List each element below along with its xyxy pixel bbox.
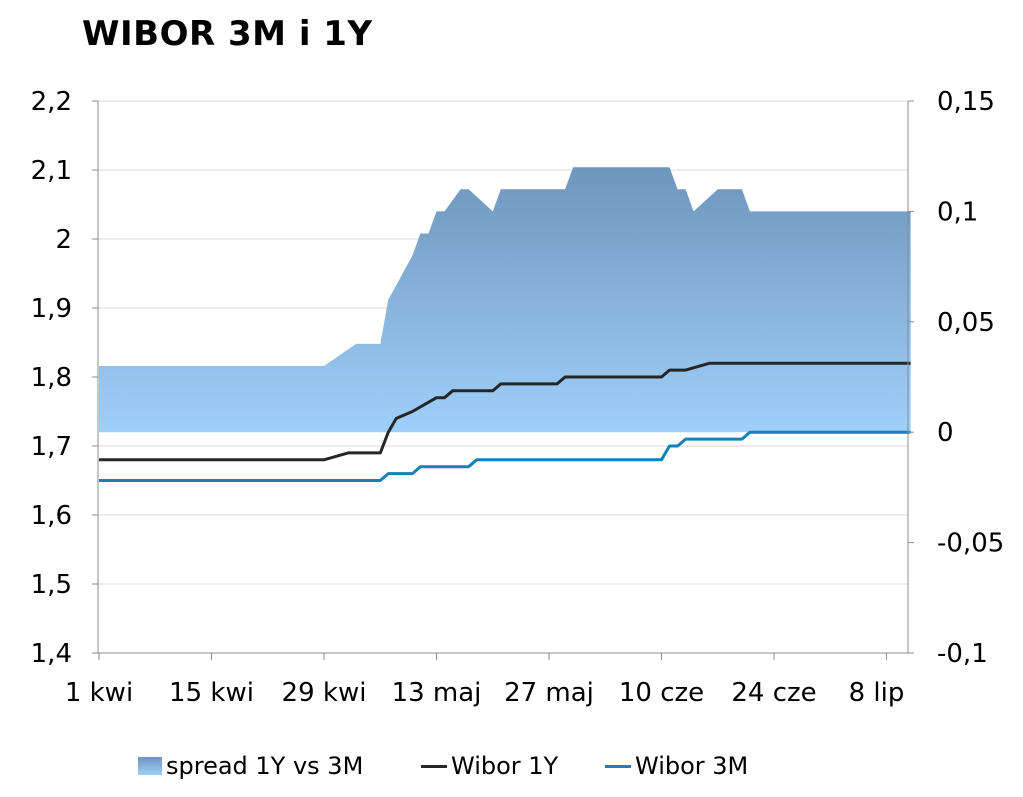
y-left-tick-label: 2,2 — [31, 87, 72, 117]
x-tick-label: 1 kwi — [65, 678, 133, 708]
x-tick-label: 29 kwi — [282, 678, 367, 708]
tick-labels: 1,4 1,5 1,6 1,7 1,8 1,9 2 2,1 2,2 -0,1 -0,05 0 0,05 0… — [31, 87, 1005, 708]
legend-item-wibor-3m: Wibor 3M — [605, 752, 748, 780]
x-tick-label: 8 lip — [849, 678, 905, 708]
x-tick-label: 27 maj — [504, 678, 594, 708]
y-left-tick-label: 2,1 — [31, 156, 72, 186]
x-tick-label: 10 cze — [619, 678, 704, 708]
y-left-tick-label: 1,7 — [31, 432, 72, 462]
axes — [92, 100, 914, 660]
y-right-tick-label: 0,15 — [937, 87, 995, 117]
y-right-tick-label: 0,1 — [937, 197, 978, 227]
y-left-tick-label: 1,4 — [31, 639, 72, 669]
legend-item-wibor-1y: Wibor 1Y — [421, 752, 558, 780]
legend-label-wibor-3m: Wibor 3M — [635, 752, 749, 780]
y-left-tick-label: 1,6 — [31, 501, 72, 531]
legend-swatch-spread — [138, 757, 162, 775]
series-area-spread — [99, 167, 911, 433]
x-tick-label: 13 maj — [392, 678, 482, 708]
chart-title: WIBOR 3M i 1Y — [82, 14, 373, 54]
x-tick-label: 24 cze — [731, 678, 816, 708]
y-right-tick-label: 0,05 — [937, 308, 995, 338]
series-line-wibor-3m — [99, 430, 911, 482]
series-line-wibor-1y — [99, 361, 911, 462]
legend: spread 1Y vs 3M Wibor 1Y Wibor 3M — [0, 752, 1023, 792]
y-left-tick-label: 1,8 — [31, 363, 72, 393]
y-right-tick-label: -0,05 — [937, 529, 1004, 559]
legend-item-spread: spread 1Y vs 3M — [138, 752, 363, 780]
legend-swatch-wibor-1y — [421, 764, 447, 768]
legend-label-spread: spread 1Y vs 3M — [166, 752, 364, 780]
legend-swatch-wibor-3m — [605, 764, 631, 768]
y-left-tick-label: 2 — [55, 225, 72, 255]
y-right-tick-label: -0,1 — [937, 639, 988, 669]
y-right-tick-label: 0 — [937, 418, 954, 448]
y-left-tick-label: 1,5 — [31, 570, 72, 600]
legend-label-wibor-1y: Wibor 1Y — [451, 752, 559, 780]
x-tick-label: 15 kwi — [169, 678, 254, 708]
plot-series — [99, 167, 911, 482]
y-left-tick-label: 1,9 — [31, 294, 72, 324]
